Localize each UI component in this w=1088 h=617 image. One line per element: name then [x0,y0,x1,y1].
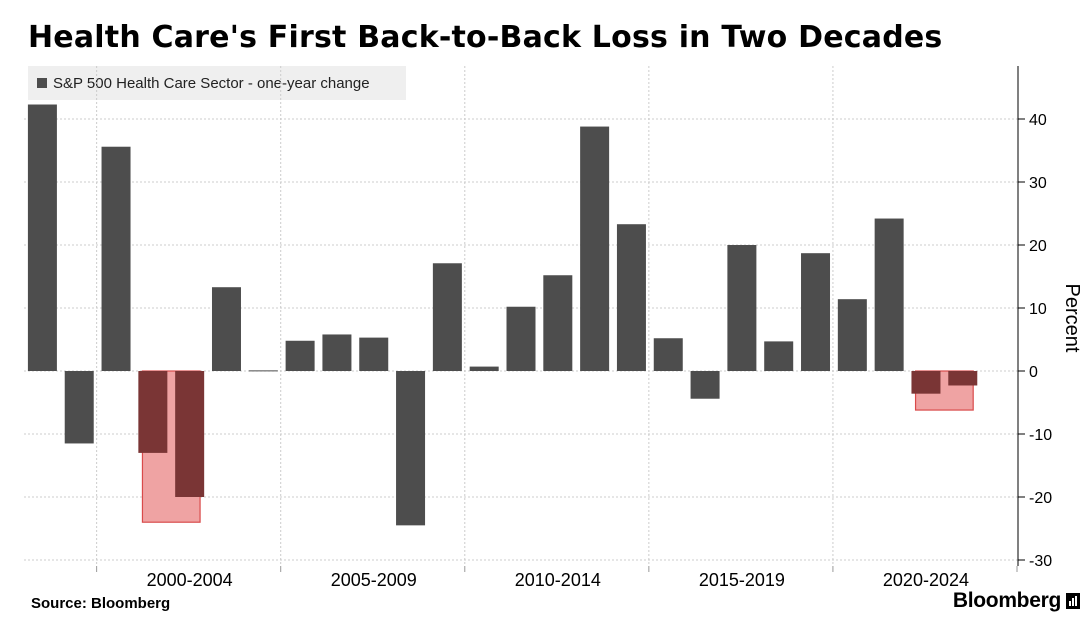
y-tick-label: 20 [1029,238,1047,255]
bar-2018 [764,341,794,371]
bar-2005 [285,340,315,371]
x-group-label: 2020-2024 [883,570,969,590]
y-tick-label: -10 [1029,427,1052,444]
bloomberg-terminal-icon [1066,593,1080,609]
y-tick-label: 40 [1029,112,1047,129]
x-group-label: 2000-2004 [147,570,233,590]
bar-2020 [837,299,867,371]
legend: S&P 500 Health Care Sector - one-year ch… [28,66,406,100]
x-group-label: 2005-2009 [331,570,417,590]
bar-2014 [616,224,646,371]
legend-swatch [37,78,47,88]
bar-2000 [101,146,131,371]
y-tick-label: 0 [1029,364,1038,381]
bar-2004 [248,370,278,372]
bar-2021 [874,218,904,371]
bar-2008 [396,371,426,526]
chart-title: Health Care's First Back-to-Back Loss in… [28,20,943,55]
source-note: Source: Bloomberg [31,595,171,612]
bar-2011 [506,306,536,371]
x-group-label: 2015-2019 [699,570,785,590]
bar-2003 [211,287,241,371]
bar-2015 [653,338,683,371]
bar-2017 [727,245,757,371]
bar-1999 [64,371,94,444]
bar-2006 [322,334,352,371]
legend-label: S&P 500 Health Care Sector - one-year ch… [53,74,370,92]
y-tick-label: -20 [1029,490,1052,507]
bar-2023 [948,371,978,386]
brand-logo: Bloomberg [953,589,1080,613]
y-axis-title: Percent [1061,284,1083,353]
bar-1998 [27,104,57,371]
y-tick-label: 10 [1029,301,1047,318]
bar-2002 [175,371,205,497]
x-group-label: 2010-2014 [515,570,601,590]
bar-2012 [543,275,573,371]
bar-2009 [432,263,462,371]
bar-2007 [359,337,389,371]
bar-2010 [469,366,499,371]
bar-2019 [801,253,831,371]
brand-name: Bloomberg [952,589,1061,612]
y-tick-label: -30 [1029,553,1052,570]
bar-2013 [580,126,610,371]
y-tick-label: 30 [1029,175,1047,192]
bar-2022 [911,371,941,394]
bar-2016 [690,371,720,399]
bar-2001 [138,371,168,453]
